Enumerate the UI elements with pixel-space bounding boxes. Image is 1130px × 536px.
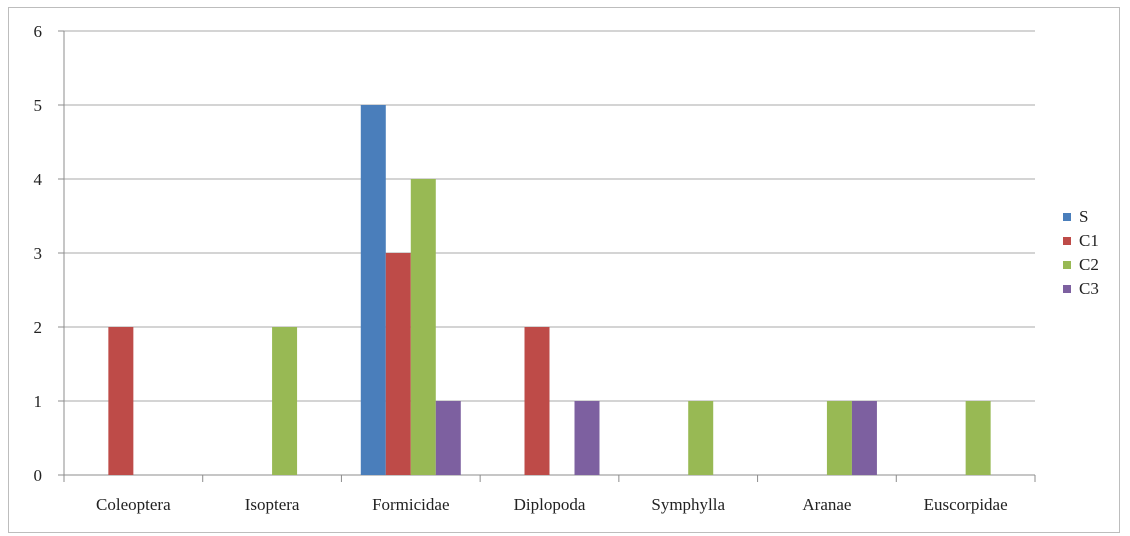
x-tick-label: Euscorpidae — [924, 495, 1008, 514]
y-axis-ticks: 0 1 2 3 4 5 6 — [34, 22, 65, 485]
bar — [574, 401, 600, 475]
bar — [108, 327, 134, 475]
bar — [385, 253, 411, 475]
bar — [360, 105, 386, 475]
bar — [272, 327, 298, 475]
bars — [108, 105, 991, 475]
legend-label: C3 — [1079, 279, 1099, 298]
y-tick-label: 0 — [34, 466, 43, 485]
legend-swatch — [1063, 237, 1071, 245]
x-tick-label: Coleoptera — [96, 495, 171, 514]
x-tick-label: Isoptera — [245, 495, 300, 514]
x-tick-label: Diplopoda — [514, 495, 586, 514]
y-tick-label: 5 — [34, 96, 43, 115]
legend-label: S — [1079, 207, 1088, 226]
x-tick-label: Formicidae — [372, 495, 449, 514]
y-tick-label: 6 — [34, 22, 43, 41]
y-tick-label: 3 — [34, 244, 43, 263]
legend-label: C1 — [1079, 231, 1099, 250]
x-tick-label: Symphylla — [651, 495, 725, 514]
bar — [851, 401, 877, 475]
y-tick-label: 1 — [34, 392, 43, 411]
legend: S C1 C2 C3 — [1063, 207, 1099, 298]
legend-swatch — [1063, 213, 1071, 221]
bar — [826, 401, 852, 475]
legend-swatch — [1063, 261, 1071, 269]
y-tick-label: 4 — [34, 170, 43, 189]
bar — [435, 401, 461, 475]
y-tick-label: 2 — [34, 318, 43, 337]
bar — [688, 401, 714, 475]
bar — [965, 401, 991, 475]
chart-frame — [8, 7, 1120, 533]
bar — [524, 327, 550, 475]
bar — [410, 179, 436, 475]
legend-swatch — [1063, 285, 1071, 293]
legend-label: C2 — [1079, 255, 1099, 274]
x-tick-label: Aranae — [802, 495, 851, 514]
x-axis: Coleoptera Isoptera Formicidae Diplopoda Sym… — [63, 475, 1036, 514]
